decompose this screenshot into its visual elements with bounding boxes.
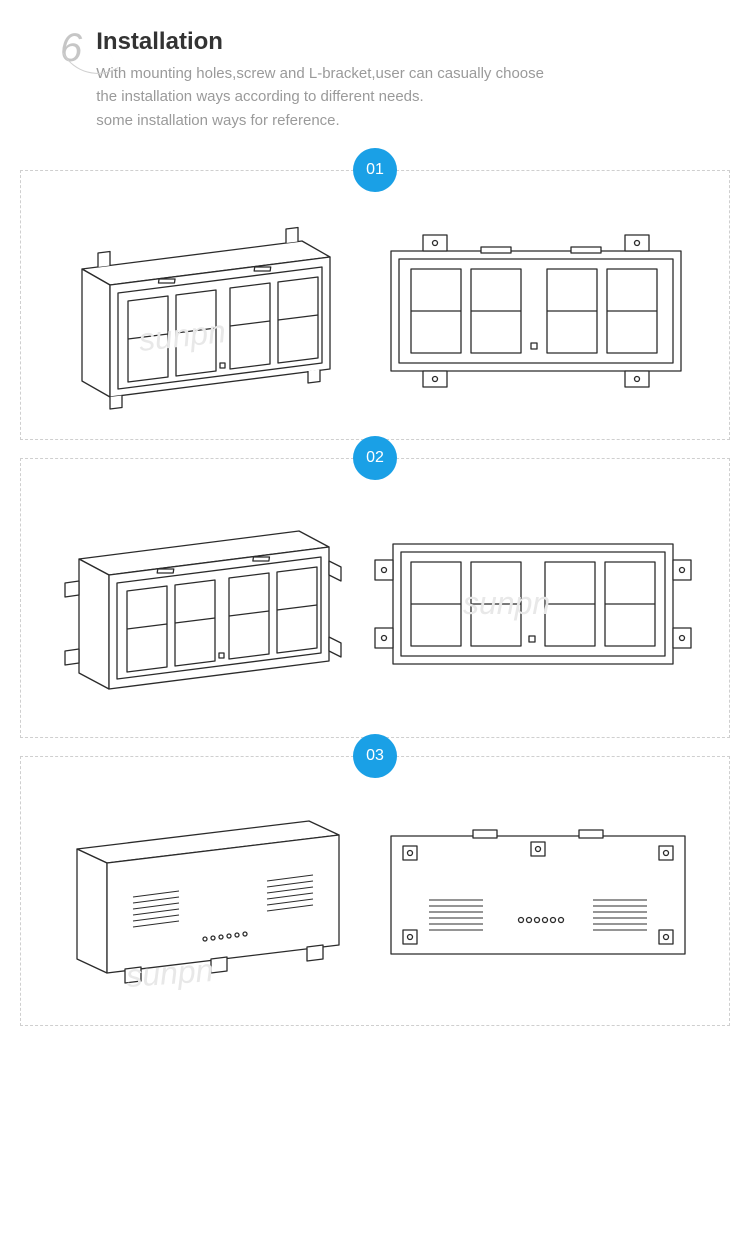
panel-02: 02: [20, 458, 730, 738]
panel-01: 01: [20, 170, 730, 440]
diagram-03-front: [373, 812, 703, 982]
watermark: sunpn: [463, 585, 550, 621]
section-header: 6 Installation With mounting holes,screw…: [0, 0, 750, 152]
badge-02: 02: [353, 436, 397, 480]
desc-line-2: the installation ways according to diffe…: [96, 88, 423, 105]
panel-03-body: sunpn: [20, 756, 730, 1026]
desc-line-3: some installation ways for reference.: [96, 112, 339, 129]
desc-line-1: With mounting holes,screw and L-bracket,…: [96, 65, 544, 82]
diagram-01-iso: sunpn: [50, 201, 350, 421]
diagram-01-front: [371, 221, 701, 401]
panel-03: 03: [20, 756, 730, 1026]
diagram-02-front: sunpn: [363, 514, 703, 694]
section-description: With mounting holes,screw and L-bracket,…: [96, 62, 710, 132]
diagram-03-iso: sunpn: [47, 787, 357, 1007]
section-title: Installation: [96, 28, 710, 56]
panel-01-body: sunpn: [20, 170, 730, 440]
badge-01: 01: [353, 148, 397, 192]
diagram-02-iso: [47, 489, 347, 719]
watermark: sunpn: [125, 952, 214, 994]
badge-03: 03: [353, 734, 397, 778]
header-text: Installation With mounting holes,screw a…: [96, 28, 710, 132]
section-number: 6: [60, 28, 82, 68]
panel-02-body: sunpn: [20, 458, 730, 738]
